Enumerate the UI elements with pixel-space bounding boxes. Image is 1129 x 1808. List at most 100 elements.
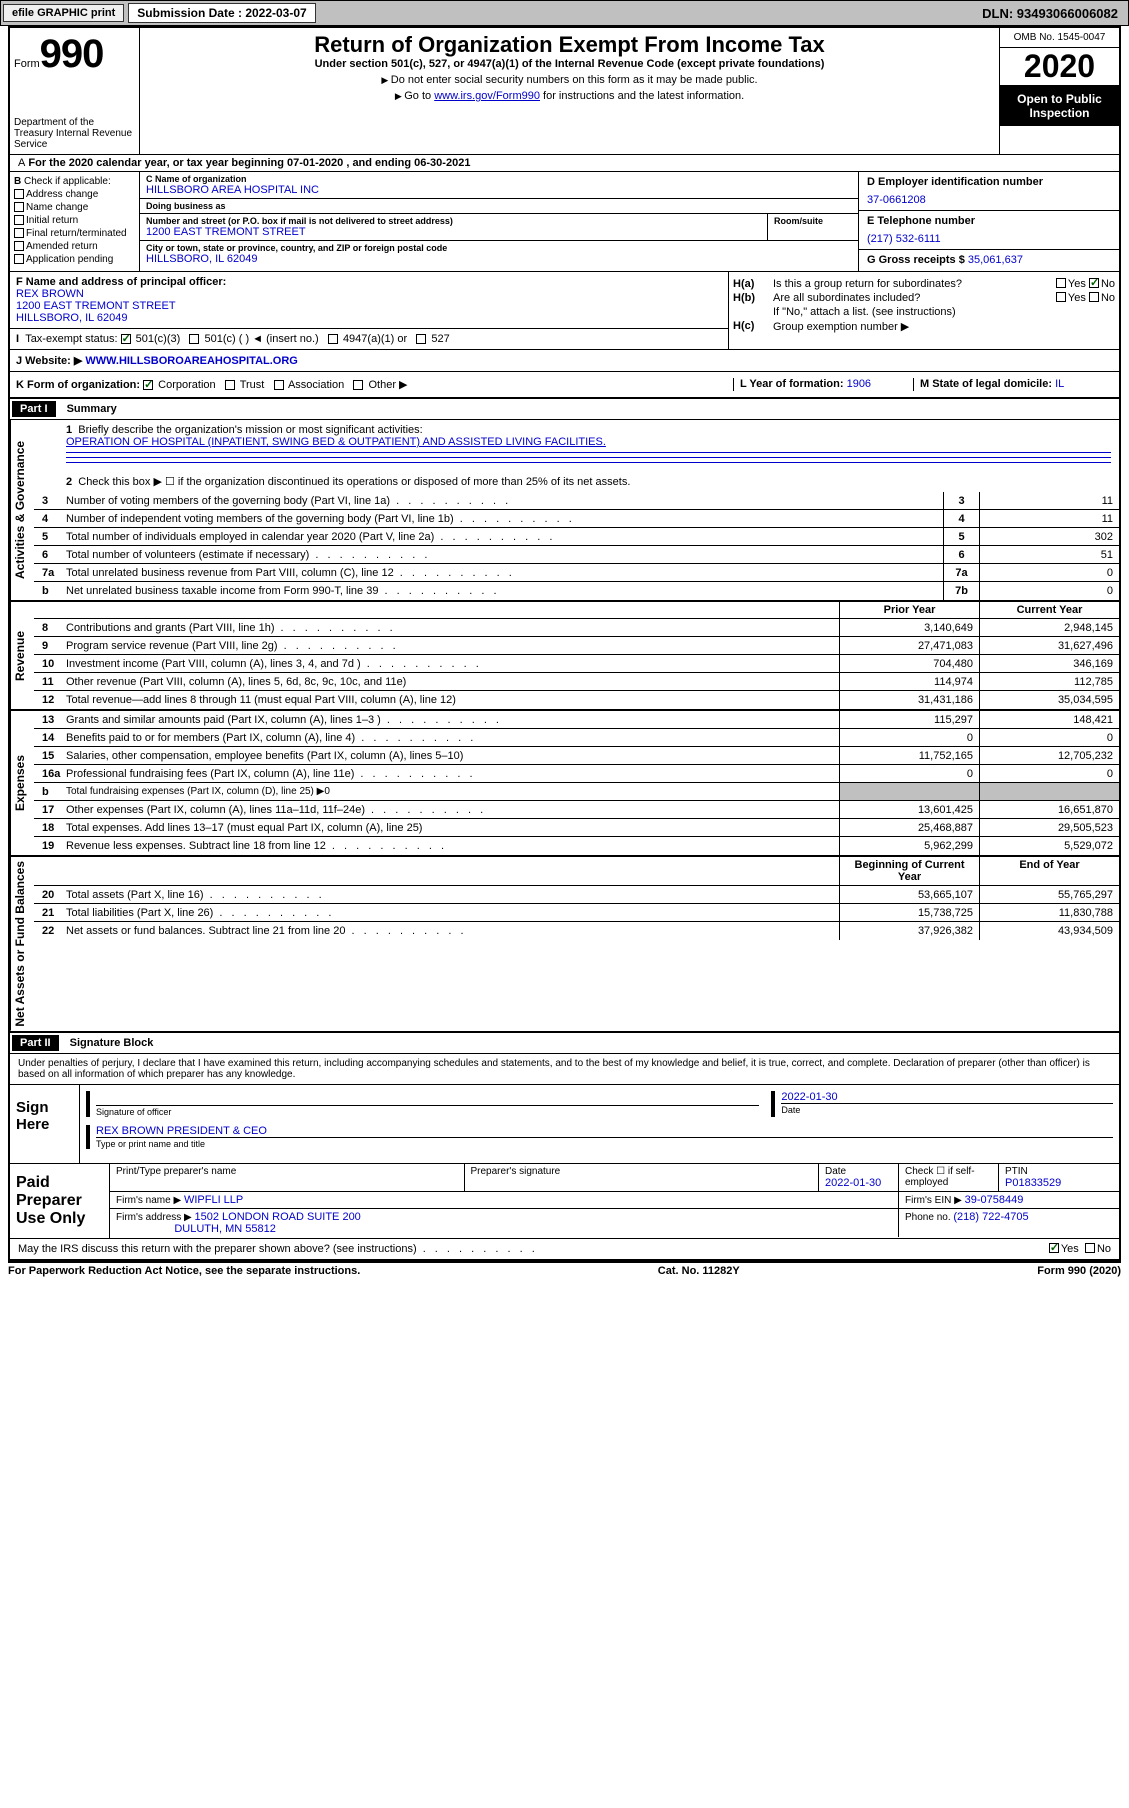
part2-header-row: Part II Signature Block: [10, 1033, 1119, 1054]
line-4: 4Number of independent voting members of…: [34, 510, 1119, 528]
check-501c[interactable]: [189, 334, 199, 344]
line-17: 17Other expenses (Part IX, column (A), l…: [34, 801, 1119, 819]
paid-preparer-label: Paid Preparer Use Only: [10, 1164, 110, 1238]
line-1: 1 Briefly describe the organization's mi…: [34, 420, 1119, 471]
line-3: 3Number of voting members of the governi…: [34, 492, 1119, 510]
check-assoc[interactable]: [274, 380, 284, 390]
header-right-box: OMB No. 1545-0047 2020 Open to Public In…: [999, 28, 1119, 154]
line-7b: bNet unrelated business taxable income f…: [34, 582, 1119, 600]
check-amended[interactable]: [14, 241, 24, 251]
paid-preparer-block: Paid Preparer Use Only Print/Type prepar…: [10, 1164, 1119, 1239]
line-6: 6Total number of volunteers (estimate if…: [34, 546, 1119, 564]
line-20: 20Total assets (Part X, line 16)53,665,1…: [34, 886, 1119, 904]
prep-sig-label: Preparer's signature: [465, 1164, 820, 1191]
check-initial-return[interactable]: [14, 215, 24, 225]
prep-name-label: Print/Type preparer's name: [110, 1164, 465, 1191]
part1-badge: Part I: [12, 401, 56, 417]
check-discuss-yes[interactable]: [1049, 1243, 1059, 1253]
part1-header-row: Part I Summary: [10, 399, 1119, 420]
check-trust[interactable]: [225, 380, 235, 390]
form-number: 990: [40, 32, 104, 76]
line-9: 9Program service revenue (Part VIII, lin…: [34, 637, 1119, 655]
street-label: Number and street (or P.O. box if mail i…: [146, 216, 761, 226]
omb-number: OMB No. 1545-0047: [1000, 28, 1119, 48]
open-to-public-badge: Open to Public Inspection: [1000, 86, 1119, 126]
line-10: 10Investment income (Part VIII, column (…: [34, 655, 1119, 673]
part1-title: Summary: [59, 403, 117, 415]
form-title-box: Return of Organization Exempt From Incom…: [140, 28, 999, 154]
check-ha-no[interactable]: [1089, 278, 1099, 288]
room-label: Room/suite: [774, 216, 852, 226]
check-corp[interactable]: [143, 380, 153, 390]
form-note-ssn: Do not enter social security numbers on …: [144, 74, 995, 86]
check-app-pending[interactable]: [14, 254, 24, 264]
officer-name: REX BROWN: [16, 288, 722, 300]
vert-label-revenue: Revenue: [10, 602, 34, 709]
line-2: 2 Check this box ▶ ☐ if the organization…: [34, 471, 1119, 492]
section-revenue: Revenue Prior YearCurrent Year 8Contribu…: [10, 602, 1119, 711]
check-527[interactable]: [416, 334, 426, 344]
firm-addr1: 1502 LONDON ROAD SUITE 200: [195, 1211, 361, 1223]
dln-number: DLN: 93493066006082: [982, 6, 1126, 21]
part2-title: Signature Block: [62, 1037, 154, 1049]
dba-label: Doing business as: [146, 201, 852, 211]
line-11: 11Other revenue (Part VIII, column (A), …: [34, 673, 1119, 691]
check-address-change[interactable]: [14, 189, 24, 199]
prep-self-employed: Check ☐ if self-employed: [899, 1164, 999, 1191]
form-subtitle: Under section 501(c), 527, or 4947(a)(1)…: [144, 58, 995, 70]
box-c-org-info: C Name of organization HILLSBORO AREA HO…: [140, 172, 859, 271]
ein-label: D Employer identification number: [867, 176, 1111, 188]
line-19: 19Revenue less expenses. Subtract line 1…: [34, 837, 1119, 855]
department-label: Department of the Treasury Internal Reve…: [14, 117, 135, 150]
form-prefix: Form: [14, 58, 40, 70]
firm-phone: (218) 722-4705: [953, 1211, 1028, 1223]
check-discuss-no[interactable]: [1085, 1243, 1095, 1253]
gross-value: 35,061,637: [968, 254, 1023, 266]
efile-print-button[interactable]: efile GRAPHIC print: [3, 4, 124, 22]
prep-date: 2022-01-30: [825, 1177, 881, 1189]
street-value: 1200 EAST TREMONT STREET: [146, 226, 761, 238]
check-hb-no[interactable]: [1089, 292, 1099, 302]
sign-here-label: Sign Here: [10, 1085, 80, 1163]
footer-row: For Paperwork Reduction Act Notice, see …: [0, 1263, 1129, 1279]
submission-date: Submission Date : 2022-03-07: [128, 3, 315, 23]
section-governance: Activities & Governance 1 Briefly descri…: [10, 420, 1119, 602]
check-4947[interactable]: [328, 334, 338, 344]
sign-date: 2022-01-30: [781, 1091, 1113, 1103]
irs-link[interactable]: www.irs.gov/Form990: [434, 90, 540, 102]
row-k: K Form of organization: Corporation Trus…: [10, 372, 1119, 399]
check-501c3[interactable]: [121, 334, 131, 344]
footer-left: For Paperwork Reduction Act Notice, see …: [8, 1265, 360, 1277]
line-7a: 7aTotal unrelated business revenue from …: [34, 564, 1119, 582]
check-ha-yes[interactable]: [1056, 278, 1066, 288]
part2-badge: Part II: [12, 1035, 59, 1051]
box-b-check-applicable: B Check if applicable: Address change Na…: [10, 172, 140, 271]
line-21: 21Total liabilities (Part X, line 26)15,…: [34, 904, 1119, 922]
website-value: WWW.HILLSBOROAREAHOSPITAL.ORG: [85, 355, 297, 367]
check-final-return[interactable]: [14, 228, 24, 238]
vert-label-expenses: Expenses: [10, 711, 34, 855]
line-8: 8Contributions and grants (Part VIII, li…: [34, 619, 1119, 637]
discuss-row: May the IRS discuss this return with the…: [10, 1239, 1119, 1261]
state-domicile: IL: [1055, 378, 1064, 390]
signature-of-officer-label: Signature of officer: [96, 1105, 759, 1117]
box-h: H(a) Is this a group return for subordin…: [729, 272, 1119, 349]
line-12: 12Total revenue—add lines 8 through 11 (…: [34, 691, 1119, 709]
box-f-officer: F Name and address of principal officer:…: [10, 272, 728, 329]
form-number-box: Form990 Department of the Treasury Inter…: [10, 28, 140, 154]
tax-status-row: I Tax-exempt status: 501(c)(3) 501(c) ( …: [10, 329, 728, 349]
section-net-assets: Net Assets or Fund Balances Beginning of…: [10, 857, 1119, 1033]
box-d-right: D Employer identification number 37-0661…: [859, 172, 1119, 271]
check-name-change[interactable]: [14, 202, 24, 212]
officer-city: HILLSBORO, IL 62049: [16, 312, 722, 324]
sign-here-block: Sign Here Signature of officer 2022-01-3…: [10, 1085, 1119, 1164]
check-hb-yes[interactable]: [1056, 292, 1066, 302]
check-other[interactable]: [353, 380, 363, 390]
officer-street: 1200 EAST TREMONT STREET: [16, 300, 722, 312]
perjury-text: Under penalties of perjury, I declare th…: [10, 1054, 1119, 1085]
sign-date-label: Date: [781, 1103, 1113, 1115]
org-name-label: C Name of organization: [146, 174, 852, 184]
line-16b: bTotal fundraising expenses (Part IX, co…: [34, 783, 1119, 801]
form-title: Return of Organization Exempt From Incom…: [144, 32, 995, 58]
form-990-container: Form990 Department of the Treasury Inter…: [8, 26, 1121, 1263]
